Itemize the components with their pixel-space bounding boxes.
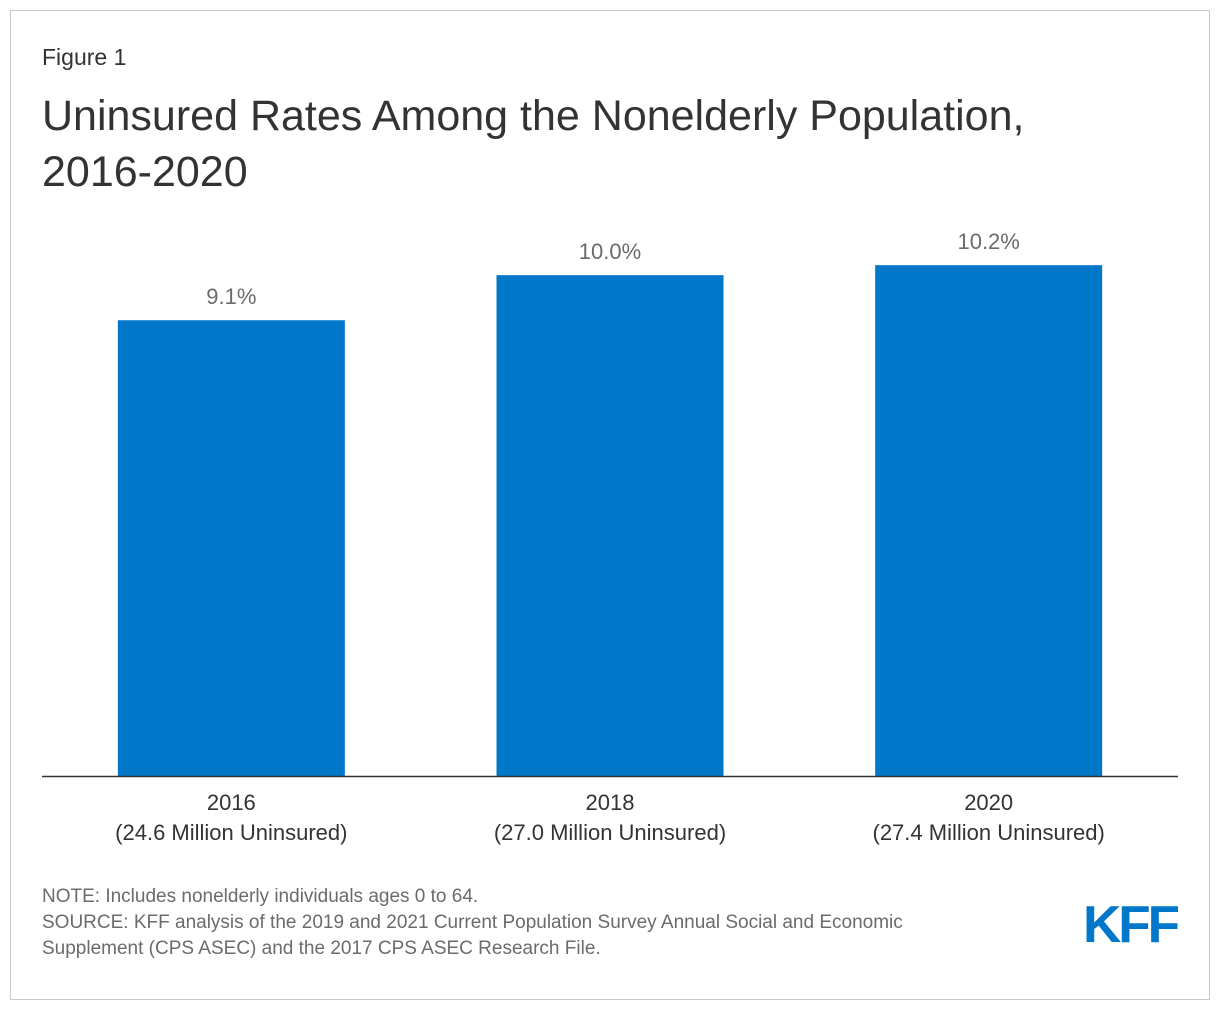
kff-logo-text: KFF	[1083, 898, 1178, 948]
category-sublabel-2018: (27.0 Million Uninsured)	[494, 820, 726, 845]
bar-2018	[496, 275, 724, 776]
bar-chart: 9.1% 10.0% 10.2% 2016 (24.6 Million Uninsur…	[42, 229, 1178, 845]
note-text: NOTE: Includes nonelderly individuals ag…	[42, 886, 479, 907]
chart-title-line-2: 2016-2020	[42, 148, 248, 196]
footer: NOTE: Includes nonelderly individuals ag…	[42, 884, 1052, 962]
source-text-line-1: SOURCE: KFF analysis of the 2019 and 202…	[42, 912, 903, 933]
category-sublabel-2016: (24.6 Million Uninsured)	[115, 820, 347, 845]
chart-title-line-1: Uninsured Rates Among the Nonelderly Pop…	[42, 92, 1025, 140]
data-label-2018: 10.0%	[579, 239, 641, 264]
source-text-line-2: Supplement (CPS ASEC) and the 2017 CPS A…	[42, 938, 601, 959]
bar-2016	[117, 320, 345, 776]
bars-group: 9.1% 10.0% 10.2%	[117, 229, 1103, 776]
figure-label: Figure 1	[42, 44, 127, 70]
category-labels-group: 2016 (24.6 Million Uninsured) 2018 (27.0 Mi…	[115, 790, 1105, 845]
data-label-2016: 9.1%	[206, 284, 256, 309]
kff-logo: KFF	[1083, 898, 1178, 948]
chart-title: Uninsured Rates Among the Nonelderly Pop…	[42, 88, 1172, 200]
category-label-2016: 2016	[207, 790, 256, 815]
bar-2020	[875, 265, 1103, 776]
category-label-2018: 2018	[586, 790, 635, 815]
category-sublabel-2020: (27.4 Million Uninsured)	[873, 820, 1105, 845]
data-label-2020: 10.2%	[957, 229, 1019, 254]
category-label-2020: 2020	[964, 790, 1013, 815]
